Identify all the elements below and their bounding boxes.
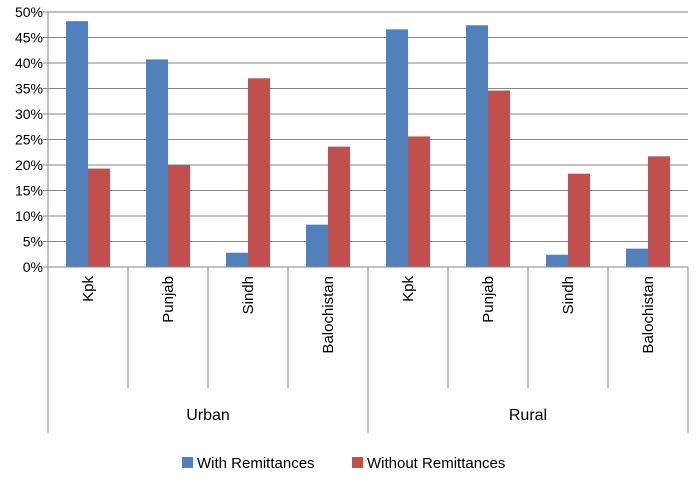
bar-with-remittances [66,21,88,268]
category-label: Sindh [560,276,577,314]
group-label-rural: Rural [509,407,547,424]
y-tick-label: 0% [23,259,43,275]
y-tick-label: 5% [23,234,43,250]
category-label: Sindh [240,276,257,314]
bar-without-remittances [568,173,590,267]
bars [66,21,670,268]
legend-swatch-with-remittances [182,457,193,468]
bar-without-remittances [648,156,670,267]
y-tick-label: 35% [15,81,43,97]
legend-swatch-without-remittances [352,457,363,468]
gridlines [48,11,688,242]
bar-without-remittances [248,78,270,267]
y-tick-label: 40% [15,55,43,71]
y-tick-label: 20% [15,157,43,173]
bar-with-remittances [626,248,648,267]
y-tick-label: 25% [15,132,43,148]
legend-label-without-remittances: Without Remittances [367,455,505,472]
bar-without-remittances [168,165,190,267]
y-tick-label: 15% [15,183,43,199]
y-tick-labels: 0% 5% 10% 15% 20% 25% 30% 35% 40% 45% 50% [15,4,43,275]
category-label: Balochistan [320,276,337,354]
bar-with-remittances [386,29,408,268]
category-label: Punjab [160,276,177,323]
y-tick-label: 10% [15,208,43,224]
bar-with-remittances [306,224,328,267]
category-labels: Kpk Punjab Sindh Balochistan Kpk Punjab Sindh B… [80,276,657,424]
axes [43,11,689,433]
category-label: Balochistan [640,276,657,354]
y-tick-label: 50% [15,4,43,20]
category-label: Punjab [480,276,497,323]
category-label: Kpk [400,276,417,302]
bar-with-remittances [146,59,168,268]
legend-label-with-remittances: With Remittances [197,455,315,472]
y-tick-label: 45% [15,30,43,46]
bar-with-remittances [226,252,248,267]
bar-with-remittances [466,25,488,268]
category-label: Kpk [80,276,97,302]
bar-without-remittances [488,90,510,267]
bar-without-remittances [408,136,430,267]
legend: With Remittances Without Remittances [182,455,505,472]
group-label-urban: Urban [186,407,230,424]
bar-without-remittances [88,168,110,267]
y-tick-label: 30% [15,106,43,122]
bar-with-remittances [546,254,568,267]
bar-without-remittances [328,146,350,267]
